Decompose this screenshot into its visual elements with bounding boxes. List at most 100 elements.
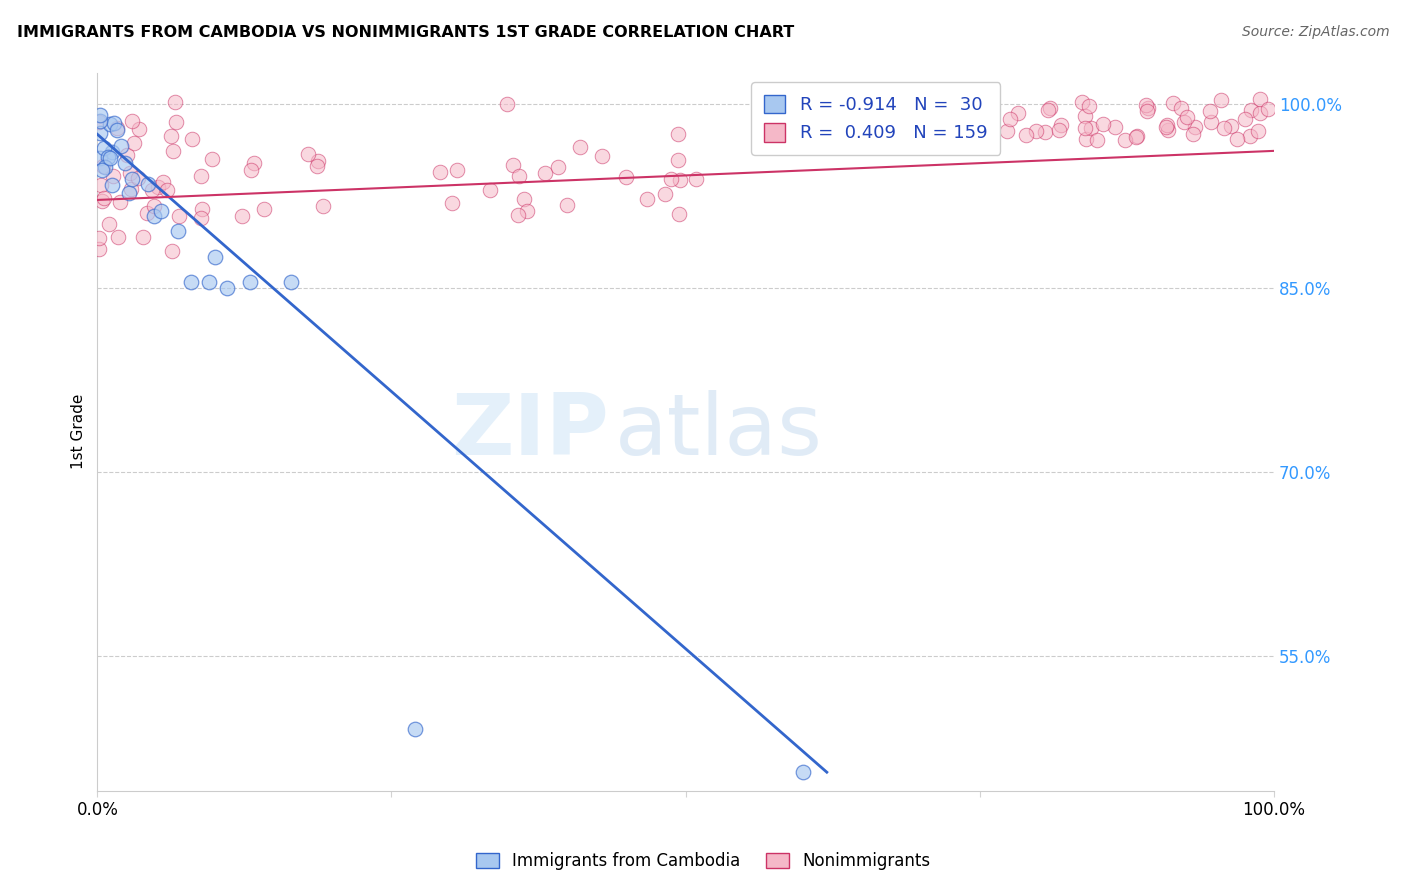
- Point: [1249, 106, 1271, 120]
- Point: [935, 98, 957, 112]
- Point: [827, 125, 849, 139]
- Point: [813, 131, 835, 145]
- Point: [239, 163, 262, 178]
- Point: [838, 96, 860, 111]
- Point: [201, 152, 224, 166]
- Point: [89, 114, 111, 128]
- Point: [159, 129, 181, 144]
- Point: [96, 150, 118, 164]
- Point: [879, 122, 901, 136]
- Point: [879, 92, 901, 106]
- Point: [1080, 121, 1102, 136]
- Point: [191, 202, 214, 217]
- Point: [1170, 101, 1192, 115]
- Point: [823, 120, 845, 134]
- Point: [1085, 133, 1108, 147]
- Point: [1036, 103, 1059, 118]
- Point: [105, 121, 128, 136]
- Point: [666, 127, 689, 141]
- Point: [243, 155, 266, 169]
- Point: [181, 132, 204, 146]
- Point: [886, 106, 908, 120]
- Text: atlas: atlas: [614, 391, 823, 474]
- Point: [1104, 120, 1126, 134]
- Point: [834, 107, 856, 121]
- Point: [866, 112, 889, 127]
- Point: [280, 275, 302, 289]
- Point: [1092, 117, 1115, 131]
- Point: [87, 242, 110, 256]
- Legend: Immigrants from Cambodia, Nonimmigrants: Immigrants from Cambodia, Nonimmigrants: [470, 846, 936, 877]
- Point: [886, 99, 908, 113]
- Point: [1249, 92, 1271, 106]
- Point: [801, 132, 824, 146]
- Point: [669, 173, 692, 187]
- Point: [929, 130, 952, 145]
- Point: [149, 203, 172, 218]
- Point: [914, 93, 936, 107]
- Point: [1076, 132, 1098, 146]
- Point: [93, 141, 115, 155]
- Point: [98, 152, 121, 166]
- Point: [89, 151, 111, 165]
- Point: [297, 147, 319, 161]
- Point: [1161, 96, 1184, 111]
- Point: [1213, 120, 1236, 135]
- Point: [1175, 111, 1198, 125]
- Point: [253, 202, 276, 216]
- Point: [1114, 133, 1136, 147]
- Point: [974, 95, 997, 109]
- Point: [1247, 123, 1270, 137]
- Point: [569, 140, 592, 154]
- Point: [204, 250, 226, 264]
- Text: Source: ZipAtlas.com: Source: ZipAtlas.com: [1241, 25, 1389, 39]
- Point: [89, 108, 111, 122]
- Point: [114, 155, 136, 169]
- Point: [938, 105, 960, 120]
- Point: [165, 95, 187, 109]
- Point: [668, 207, 690, 221]
- Point: [1074, 109, 1097, 123]
- Point: [162, 144, 184, 158]
- Y-axis label: 1st Grade: 1st Grade: [72, 394, 86, 469]
- Point: [312, 199, 335, 213]
- Point: [108, 194, 131, 209]
- Point: [120, 182, 142, 196]
- Point: [478, 183, 501, 197]
- Point: [1078, 99, 1101, 113]
- Point: [127, 170, 149, 185]
- Point: [146, 180, 169, 194]
- Point: [231, 209, 253, 223]
- Point: [441, 196, 464, 211]
- Point: [534, 166, 557, 180]
- Point: [215, 280, 238, 294]
- Point: [1007, 106, 1029, 120]
- Point: [513, 193, 536, 207]
- Point: [823, 124, 845, 138]
- Point: [685, 172, 707, 186]
- Point: [496, 97, 519, 112]
- Point: [945, 126, 967, 140]
- Point: [939, 111, 962, 125]
- Point: [101, 178, 124, 192]
- Point: [1156, 118, 1178, 132]
- Point: [827, 123, 849, 137]
- Point: [859, 104, 882, 119]
- Point: [1199, 115, 1222, 129]
- Point: [90, 178, 112, 192]
- Point: [118, 186, 141, 200]
- Point: [87, 231, 110, 245]
- Point: [110, 139, 132, 153]
- Point: [1039, 101, 1062, 115]
- Point: [1025, 124, 1047, 138]
- Point: [846, 108, 869, 122]
- Point: [1136, 103, 1159, 118]
- Point: [1014, 128, 1036, 142]
- Point: [965, 99, 987, 113]
- Text: ZIP: ZIP: [451, 391, 609, 474]
- Point: [1182, 127, 1205, 141]
- Point: [198, 275, 221, 289]
- Point: [1239, 128, 1261, 143]
- Legend: R = -0.914   N =  30, R =  0.409   N = 159: R = -0.914 N = 30, R = 0.409 N = 159: [751, 82, 1000, 155]
- Point: [165, 114, 187, 128]
